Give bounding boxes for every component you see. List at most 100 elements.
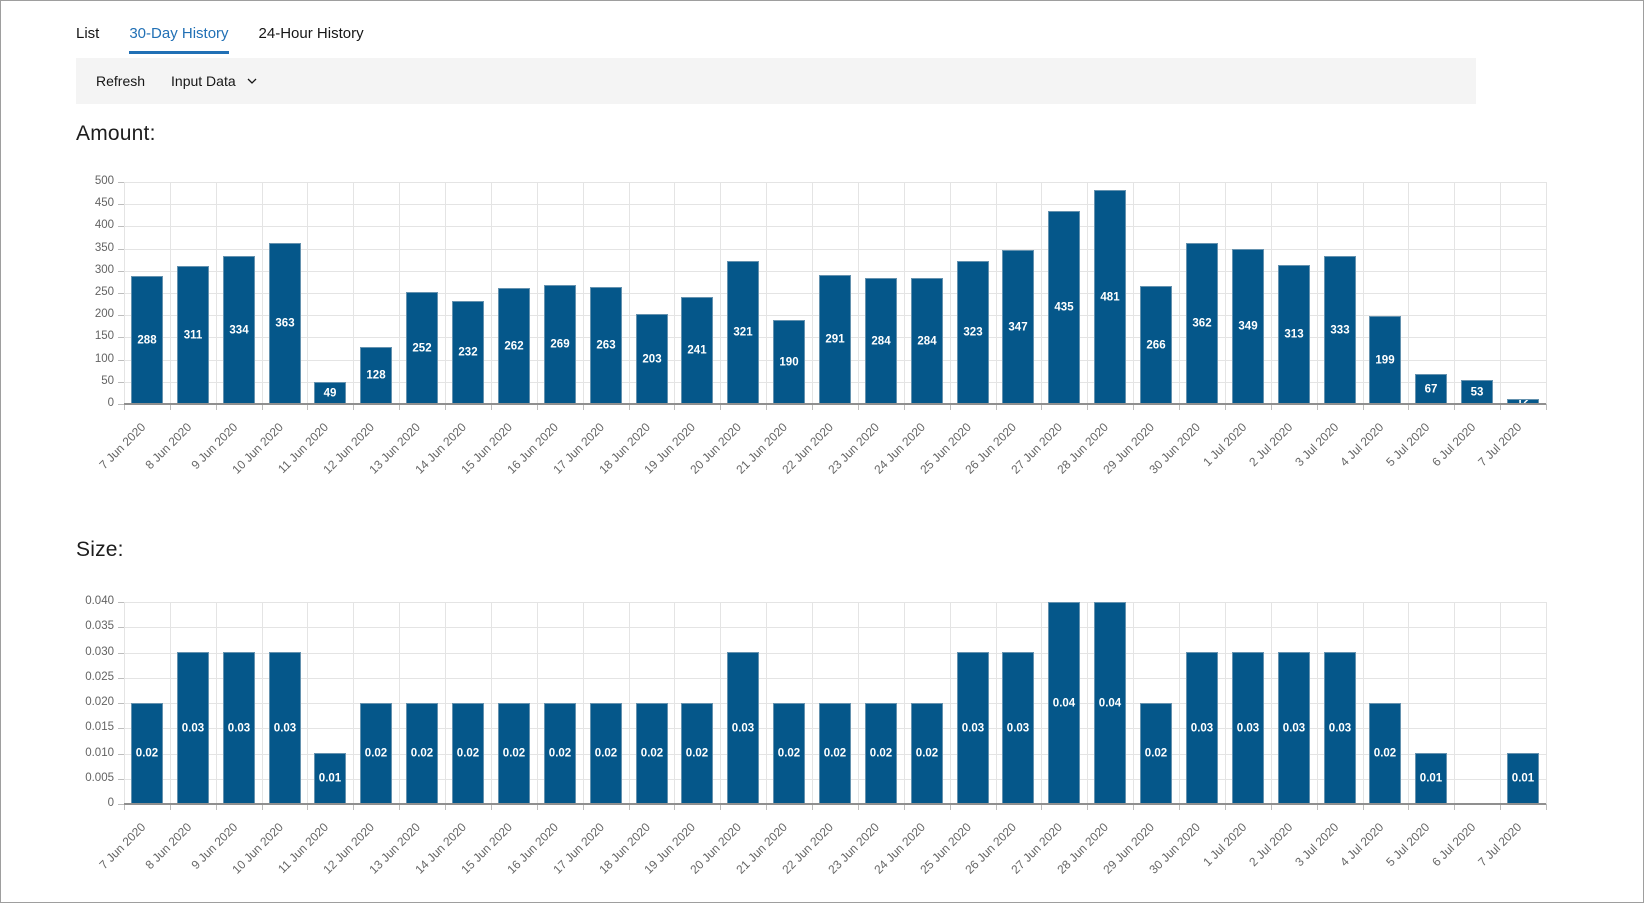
bar-2-jul-2020[interactable]: 313 [1278, 265, 1310, 404]
bar-15-jun-2020[interactable]: 0.02 [498, 703, 530, 804]
bar-11-jun-2020[interactable]: 49 [314, 382, 346, 404]
bar-value-label: 435 [1054, 301, 1074, 314]
bar-18-jun-2020[interactable]: 203 [636, 314, 668, 404]
bar-3-jul-2020[interactable]: 0.03 [1324, 652, 1356, 804]
bar-value-label: 0.02 [410, 747, 434, 760]
y-tick-label: 0.025 [85, 671, 114, 683]
bar-3-jul-2020[interactable]: 333 [1324, 256, 1356, 404]
x-tick [445, 404, 446, 410]
bar-22-jun-2020[interactable]: 0.02 [819, 703, 851, 804]
bar-4-jul-2020[interactable]: 199 [1369, 316, 1401, 404]
bar-1-jul-2020[interactable]: 0.03 [1232, 652, 1264, 804]
gridline [1087, 182, 1088, 404]
bar-28-jun-2020[interactable]: 0.04 [1094, 602, 1126, 804]
tab-30-day-history[interactable]: 30-Day History [129, 25, 229, 54]
bar-value-label: 0.02 [548, 747, 572, 760]
bar-16-jun-2020[interactable]: 0.02 [544, 703, 576, 804]
input-data-dropdown[interactable]: Input Data [171, 73, 260, 89]
bar-5-jul-2020[interactable]: 67 [1415, 374, 1447, 404]
bar-value-label: 0.03 [1190, 722, 1214, 734]
bar-27-jun-2020[interactable]: 0.04 [1048, 602, 1080, 804]
bar-value-label: 363 [275, 317, 295, 330]
x-tick [353, 404, 354, 410]
bar-8-jun-2020[interactable]: 0.03 [177, 652, 209, 804]
bar-24-jun-2020[interactable]: 284 [911, 278, 943, 404]
gridline [996, 602, 997, 804]
bar-value-label: 0.04 [1098, 697, 1122, 709]
bar-23-jun-2020[interactable]: 0.02 [865, 703, 897, 804]
bar-value-label: 0.03 [1236, 722, 1260, 734]
bar-12-jun-2020[interactable]: 128 [360, 347, 392, 404]
gridline [858, 602, 859, 804]
bar-13-jun-2020[interactable]: 252 [406, 292, 438, 404]
bar-30-jun-2020[interactable]: 362 [1186, 243, 1218, 404]
gridline [124, 182, 1546, 183]
bar-9-jun-2020[interactable]: 334 [223, 256, 255, 404]
bar-2-jul-2020[interactable]: 0.03 [1278, 652, 1310, 804]
bar-24-jun-2020[interactable]: 0.02 [911, 703, 943, 804]
bar-26-jun-2020[interactable]: 347 [1002, 250, 1034, 404]
toolbar: Refresh Input Data [76, 58, 1476, 104]
bar-26-jun-2020[interactable]: 0.03 [1002, 652, 1034, 804]
bar-14-jun-2020[interactable]: 232 [452, 301, 484, 404]
bar-28-jun-2020[interactable]: 481 [1094, 190, 1126, 404]
y-tick-label: 350 [94, 242, 114, 254]
bar-value-label: 362 [1192, 317, 1212, 330]
bar-21-jun-2020[interactable]: 0.02 [773, 703, 805, 804]
x-tick-label: 7 Jul 2020 [1474, 820, 1524, 870]
bar-7-jul-2020[interactable]: 12 [1507, 399, 1539, 404]
bar-7-jun-2020[interactable]: 288 [131, 276, 163, 404]
y-tick [118, 728, 124, 729]
bar-14-jun-2020[interactable]: 0.02 [452, 703, 484, 804]
bar-8-jun-2020[interactable]: 311 [177, 266, 209, 404]
bar-1-jul-2020[interactable]: 349 [1232, 249, 1264, 404]
bar-16-jun-2020[interactable]: 269 [544, 285, 576, 404]
x-tick [1179, 804, 1180, 810]
gridline [124, 226, 1546, 227]
bar-30-jun-2020[interactable]: 0.03 [1186, 652, 1218, 804]
bar-10-jun-2020[interactable]: 0.03 [269, 652, 301, 804]
bar-20-jun-2020[interactable]: 321 [727, 261, 759, 404]
bar-20-jun-2020[interactable]: 0.03 [727, 652, 759, 804]
bar-19-jun-2020[interactable]: 241 [681, 297, 713, 404]
y-tick-label: 200 [94, 308, 114, 320]
bar-13-jun-2020[interactable]: 0.02 [406, 703, 438, 804]
bar-7-jun-2020[interactable]: 0.02 [131, 703, 163, 804]
bar-23-jun-2020[interactable]: 284 [865, 278, 897, 404]
y-tick-label: 0 [107, 397, 114, 409]
tab-list[interactable]: List [76, 25, 100, 42]
bar-9-jun-2020[interactable]: 0.03 [223, 652, 255, 804]
gridline [674, 602, 675, 804]
bar-11-jun-2020[interactable]: 0.01 [314, 753, 346, 804]
y-tick-label: 250 [94, 286, 114, 298]
bar-19-jun-2020[interactable]: 0.02 [681, 703, 713, 804]
bar-15-jun-2020[interactable]: 262 [498, 288, 530, 404]
bar-29-jun-2020[interactable]: 266 [1140, 286, 1172, 404]
bar-27-jun-2020[interactable]: 435 [1048, 211, 1080, 404]
bar-value-label: 0.02 [502, 747, 526, 760]
bar-25-jun-2020[interactable]: 0.03 [957, 652, 989, 804]
bar-6-jul-2020[interactable]: 53 [1461, 380, 1493, 404]
bar-18-jun-2020[interactable]: 0.02 [636, 703, 668, 804]
bar-7-jul-2020[interactable]: 0.01 [1507, 753, 1539, 804]
bar-17-jun-2020[interactable]: 0.02 [590, 703, 622, 804]
x-tick [124, 404, 125, 410]
tab-24-hour-history[interactable]: 24-Hour History [258, 25, 364, 42]
gridline [812, 602, 813, 804]
bar-5-jul-2020[interactable]: 0.01 [1415, 753, 1447, 804]
x-tick [1179, 404, 1180, 410]
bar-25-jun-2020[interactable]: 323 [957, 261, 989, 404]
gridline [1454, 182, 1455, 404]
refresh-button[interactable]: Refresh [96, 73, 146, 89]
bar-22-jun-2020[interactable]: 291 [819, 275, 851, 404]
bar-29-jun-2020[interactable]: 0.02 [1140, 703, 1172, 804]
bar-value-label: 0.02 [364, 747, 388, 760]
bar-21-jun-2020[interactable]: 190 [773, 320, 805, 404]
bar-4-jul-2020[interactable]: 0.02 [1369, 703, 1401, 804]
x-tick [674, 804, 675, 810]
bar-17-jun-2020[interactable]: 263 [590, 287, 622, 404]
bar-12-jun-2020[interactable]: 0.02 [360, 703, 392, 804]
bar-value-label: 0.03 [227, 722, 251, 734]
bar-10-jun-2020[interactable]: 363 [269, 243, 301, 404]
y-tick [118, 360, 124, 361]
